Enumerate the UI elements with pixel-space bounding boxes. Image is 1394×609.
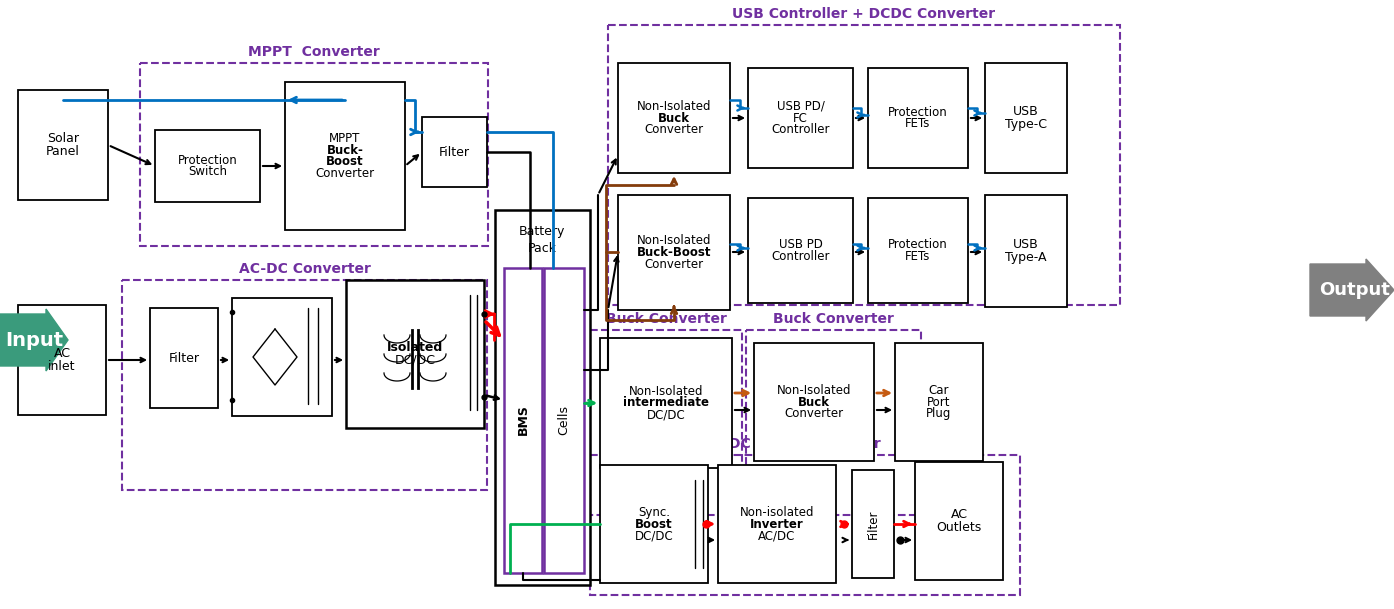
Bar	[749, 68, 853, 168]
Bar	[599, 465, 708, 583]
Text: DC to AC Converter: DC to AC Converter	[729, 437, 881, 451]
Bar	[151, 308, 217, 408]
Text: BMS: BMS	[517, 404, 530, 435]
Bar	[505, 268, 542, 573]
Text: Boost: Boost	[636, 518, 673, 530]
Text: Converter: Converter	[315, 167, 375, 180]
Text: Solar: Solar	[47, 132, 79, 145]
FancyArrow shape	[0, 309, 68, 371]
Text: Sync.: Sync.	[638, 505, 671, 519]
Text: USB Controller + DCDC Converter: USB Controller + DCDC Converter	[732, 7, 995, 21]
Text: Output: Output	[1320, 281, 1390, 299]
Text: Switch: Switch	[188, 166, 227, 178]
Text: DC/DC: DC/DC	[395, 354, 435, 367]
Bar	[718, 465, 836, 583]
Bar	[231, 298, 332, 416]
Text: Outlets: Outlets	[937, 521, 981, 534]
Bar	[749, 198, 853, 303]
Text: Protection: Protection	[888, 238, 948, 251]
Bar	[590, 455, 1020, 595]
Bar	[599, 338, 732, 468]
Text: Converter: Converter	[785, 407, 843, 420]
Text: Filter: Filter	[169, 351, 199, 365]
Bar	[914, 462, 1004, 580]
Bar	[608, 25, 1119, 305]
Text: Non-Isolated: Non-Isolated	[629, 385, 703, 398]
Text: Buck: Buck	[797, 395, 829, 409]
Bar	[495, 210, 590, 585]
Bar	[754, 343, 874, 461]
Text: Non-Isolated: Non-Isolated	[637, 100, 711, 113]
Text: Protection: Protection	[177, 153, 237, 166]
Bar	[852, 470, 894, 578]
Text: MPPT  Converter: MPPT Converter	[248, 45, 381, 59]
Text: Non-Isolated: Non-Isolated	[637, 234, 711, 247]
Text: Type-C: Type-C	[1005, 118, 1047, 131]
Bar	[895, 343, 983, 461]
FancyArrow shape	[1310, 259, 1394, 321]
Bar	[746, 330, 921, 515]
Bar	[284, 82, 406, 230]
Text: FETs: FETs	[905, 118, 931, 130]
Text: Non-isolated: Non-isolated	[740, 505, 814, 519]
Text: Buck-: Buck-	[326, 144, 364, 157]
Bar	[544, 268, 584, 573]
Text: DC/DC: DC/DC	[634, 529, 673, 543]
Text: Controller: Controller	[771, 250, 829, 263]
Text: Car: Car	[928, 384, 949, 396]
Text: Boost: Boost	[326, 155, 364, 169]
Bar	[868, 198, 967, 303]
Text: AC: AC	[951, 508, 967, 521]
Text: Plug: Plug	[926, 407, 952, 420]
Text: Buck-Boost: Buck-Boost	[637, 246, 711, 259]
Text: USB PD: USB PD	[779, 238, 822, 251]
Text: inlet: inlet	[49, 360, 75, 373]
Text: Battery: Battery	[519, 225, 565, 239]
Bar	[155, 130, 261, 202]
Text: Input: Input	[6, 331, 63, 350]
Bar	[346, 280, 484, 428]
Text: Controller: Controller	[771, 124, 829, 136]
Bar	[868, 68, 967, 168]
Bar	[123, 280, 487, 490]
Text: Filter: Filter	[439, 146, 470, 158]
Bar	[618, 195, 730, 310]
Text: Panel: Panel	[46, 145, 79, 158]
Text: Buck Converter: Buck Converter	[605, 312, 726, 326]
Text: Converter: Converter	[644, 258, 704, 271]
Text: Cells: Cells	[558, 405, 570, 435]
Bar	[18, 305, 106, 415]
Text: MPPT: MPPT	[329, 132, 361, 145]
Text: USB: USB	[1013, 105, 1039, 118]
Text: AC-DC Converter: AC-DC Converter	[238, 262, 371, 276]
Text: AC/DC: AC/DC	[758, 529, 796, 543]
Text: Port: Port	[927, 395, 951, 409]
Bar	[590, 330, 742, 515]
Text: FC: FC	[793, 111, 809, 124]
Text: Pack: Pack	[527, 242, 556, 255]
Text: Isolated: Isolated	[388, 341, 443, 354]
Text: Non-Isolated: Non-Isolated	[776, 384, 852, 396]
Text: USB PD/: USB PD/	[776, 100, 824, 113]
Text: Buck Converter: Buck Converter	[774, 312, 894, 326]
Text: intermediate: intermediate	[623, 396, 710, 409]
Text: AC: AC	[53, 347, 71, 360]
Bar	[986, 195, 1066, 307]
Text: Converter: Converter	[644, 124, 704, 136]
Text: DC/DC: DC/DC	[647, 409, 686, 421]
Bar	[422, 117, 487, 187]
Bar	[139, 63, 488, 246]
Text: Buck: Buck	[658, 111, 690, 124]
Text: Inverter: Inverter	[750, 518, 804, 530]
Text: FETs: FETs	[905, 250, 931, 263]
Bar	[18, 90, 107, 200]
Bar	[618, 63, 730, 173]
Text: Type-A: Type-A	[1005, 251, 1047, 264]
Text: Filter: Filter	[867, 509, 880, 539]
Bar	[986, 63, 1066, 173]
Text: Protection: Protection	[888, 105, 948, 119]
Text: USB: USB	[1013, 238, 1039, 251]
